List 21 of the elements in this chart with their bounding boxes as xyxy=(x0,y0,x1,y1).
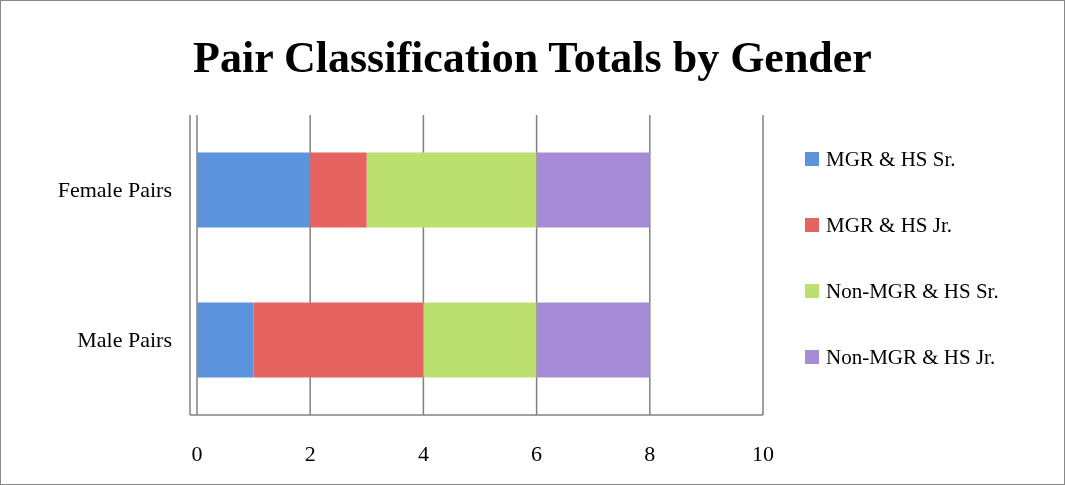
chart-title: Pair Classification Totals by Gender xyxy=(193,33,872,82)
legend-label: Non-MGR & HS Sr. xyxy=(826,279,999,303)
bar xyxy=(197,152,311,228)
x-tick-label: 2 xyxy=(304,441,316,466)
bar xyxy=(366,152,537,228)
y-tick-label: Female Pairs xyxy=(57,177,172,202)
bar xyxy=(310,152,367,228)
bar xyxy=(197,302,254,378)
legend-label: MGR & HS Jr. xyxy=(826,213,953,237)
legend-label: MGR & HS Sr. xyxy=(826,147,956,171)
x-tick-label: 6 xyxy=(531,441,543,466)
bar xyxy=(253,302,424,378)
x-tick-label: 8 xyxy=(644,441,656,466)
x-tick-label: 0 xyxy=(191,441,203,466)
x-tick-label: 4 xyxy=(417,441,429,466)
x-tick-label: 10 xyxy=(752,441,774,466)
bar xyxy=(423,302,537,378)
y-tick-label: Male Pairs xyxy=(77,327,172,352)
legend-label: Non-MGR & HS Jr. xyxy=(826,345,996,369)
bar xyxy=(536,152,650,228)
bar xyxy=(536,302,650,378)
